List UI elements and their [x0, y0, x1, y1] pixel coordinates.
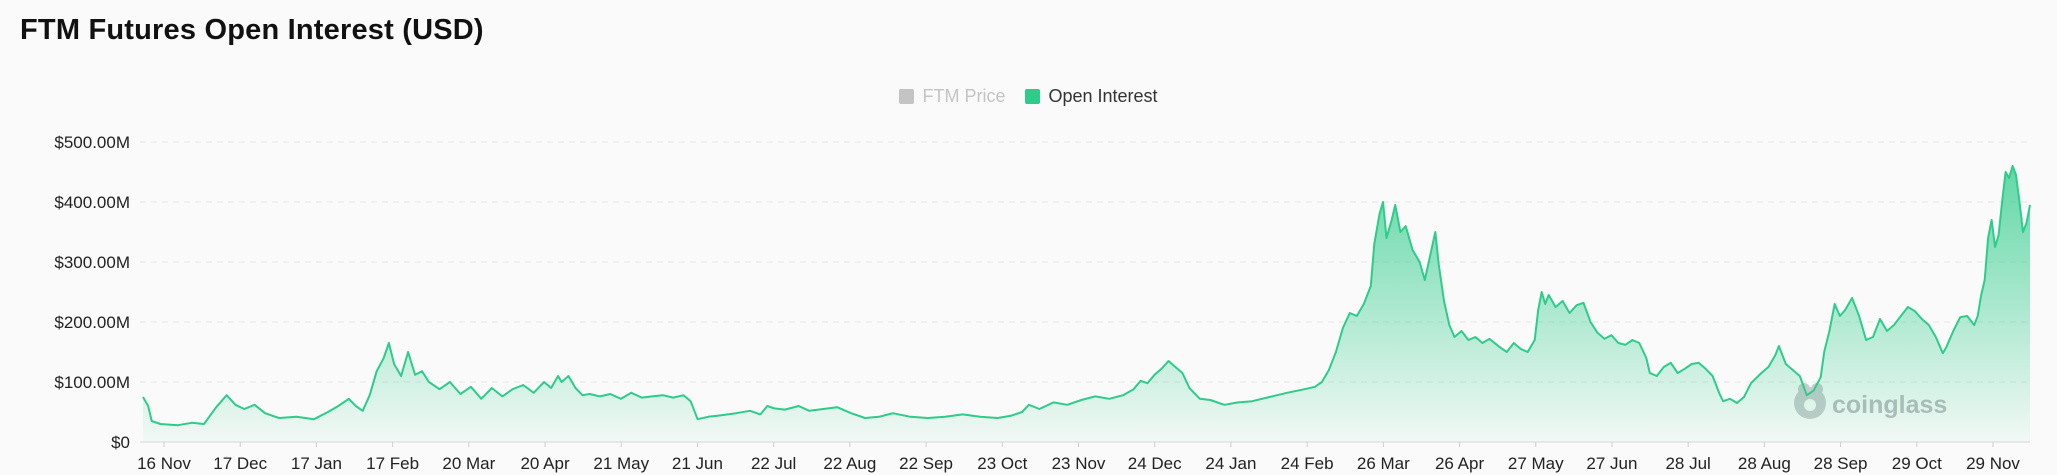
- x-tick-label: 26 Apr: [1435, 454, 1484, 473]
- x-tick-label: 24 Feb: [1281, 454, 1334, 473]
- x-tick-label: 16 Nov: [137, 454, 191, 473]
- x-tick-label: 20 Mar: [442, 454, 495, 473]
- x-tick-label: 17 Feb: [366, 454, 419, 473]
- x-tick-label: 22 Sep: [899, 454, 953, 473]
- x-tick-label: 29 Oct: [1892, 454, 1942, 473]
- x-tick-label: 21 May: [593, 454, 649, 473]
- x-tick-label: 20 Apr: [520, 454, 569, 473]
- x-tick-label: 27 May: [1508, 454, 1564, 473]
- x-tick-label: 22 Jul: [751, 454, 796, 473]
- legend-label-open-interest: Open Interest: [1048, 86, 1158, 106]
- legend-item-open-interest[interactable]: Open Interest: [1025, 86, 1158, 107]
- x-tick-label: 17 Jan: [291, 454, 342, 473]
- y-tick-label: $400.00M: [54, 193, 130, 212]
- y-tick-label: $200.00M: [54, 313, 130, 332]
- x-tick-label: 28 Aug: [1738, 454, 1791, 473]
- x-tick-label: 29 Nov: [1966, 454, 2020, 473]
- legend-item-ftm-price[interactable]: FTM Price: [899, 86, 1005, 107]
- x-tick-label: 22 Aug: [823, 454, 876, 473]
- chart-legend: FTM Price Open Interest: [0, 86, 2057, 107]
- y-tick-label: $100.00M: [54, 373, 130, 392]
- series-layer: [142, 165, 2031, 442]
- x-tick-label: 28 Sep: [1814, 454, 1868, 473]
- x-tick-label: 23 Nov: [1052, 454, 1106, 473]
- legend-swatch-ftm-price: [899, 89, 915, 104]
- x-tick-label: 26 Mar: [1357, 454, 1410, 473]
- open-interest-line[interactable]: [142, 165, 2031, 427]
- y-axis-ticks: $0 $100.00M $200.00M $300.00M $400.00M $500.0…: [54, 133, 130, 452]
- open-interest-area: [143, 166, 2030, 442]
- x-tick-label: 23 Oct: [977, 454, 1027, 473]
- y-tick-label: $300.00M: [54, 253, 130, 272]
- y-tick-label: $0: [111, 433, 130, 452]
- legend-label-ftm-price: FTM Price: [922, 86, 1006, 106]
- x-tick-label: 24 Jan: [1205, 454, 1256, 473]
- legend-swatch-open-interest: [1025, 89, 1041, 104]
- y-tick-label: $500.00M: [54, 133, 130, 152]
- x-tick-label: 27 Jun: [1586, 454, 1637, 473]
- x-tick-label: 17 Dec: [213, 454, 267, 473]
- x-axis-ticks: 16 Nov 17 Dec 17 Jan 17 Feb 20 Mar 20 Apr 21 M…: [137, 442, 2020, 473]
- x-tick-label: 24 Dec: [1128, 454, 1182, 473]
- chart-title: FTM Futures Open Interest (USD): [20, 14, 484, 46]
- x-tick-label: 21 Jun: [672, 454, 723, 473]
- x-tick-label: 28 Jul: [1665, 454, 1710, 473]
